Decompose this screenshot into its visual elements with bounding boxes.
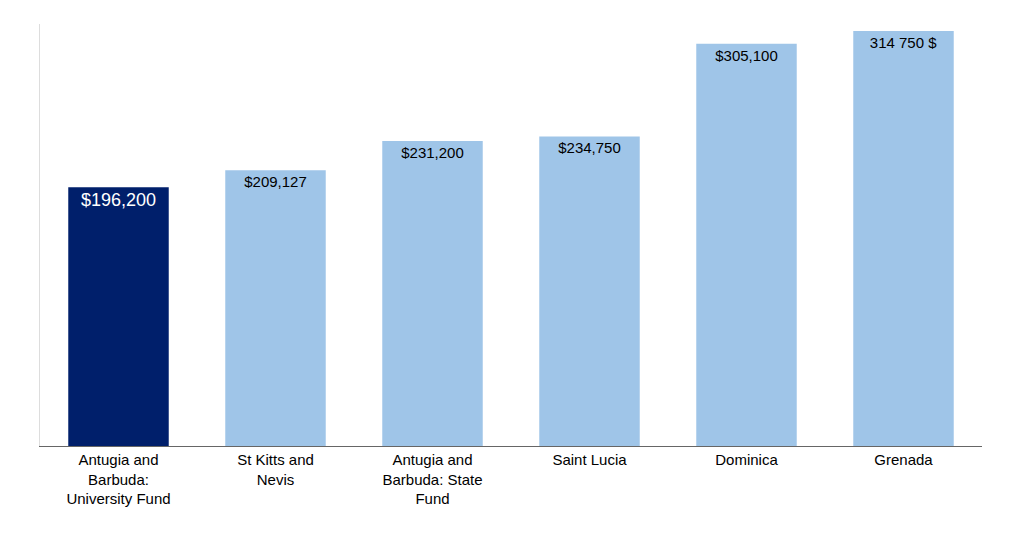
svg-text:St Kitts andNevis: St Kitts andNevis bbox=[237, 451, 314, 488]
svg-text:$209,127: $209,127 bbox=[244, 173, 307, 190]
svg-text:Antugia andBarbuda:University: Antugia andBarbuda:University Fund bbox=[66, 451, 170, 507]
svg-text:314 750 $: 314 750 $ bbox=[870, 34, 937, 51]
svg-text:$305,100: $305,100 bbox=[715, 47, 778, 64]
svg-text:$231,200: $231,200 bbox=[401, 144, 464, 161]
svg-text:Dominica: Dominica bbox=[715, 451, 778, 468]
svg-text:Grenada: Grenada bbox=[874, 451, 933, 468]
svg-text:Antugia andBarbuda: StateFund: Antugia andBarbuda: StateFund bbox=[382, 451, 482, 507]
svg-text:$234,750: $234,750 bbox=[558, 139, 621, 156]
svg-text:$196,200: $196,200 bbox=[81, 190, 156, 210]
svg-text:Saint Lucia: Saint Lucia bbox=[552, 451, 627, 468]
